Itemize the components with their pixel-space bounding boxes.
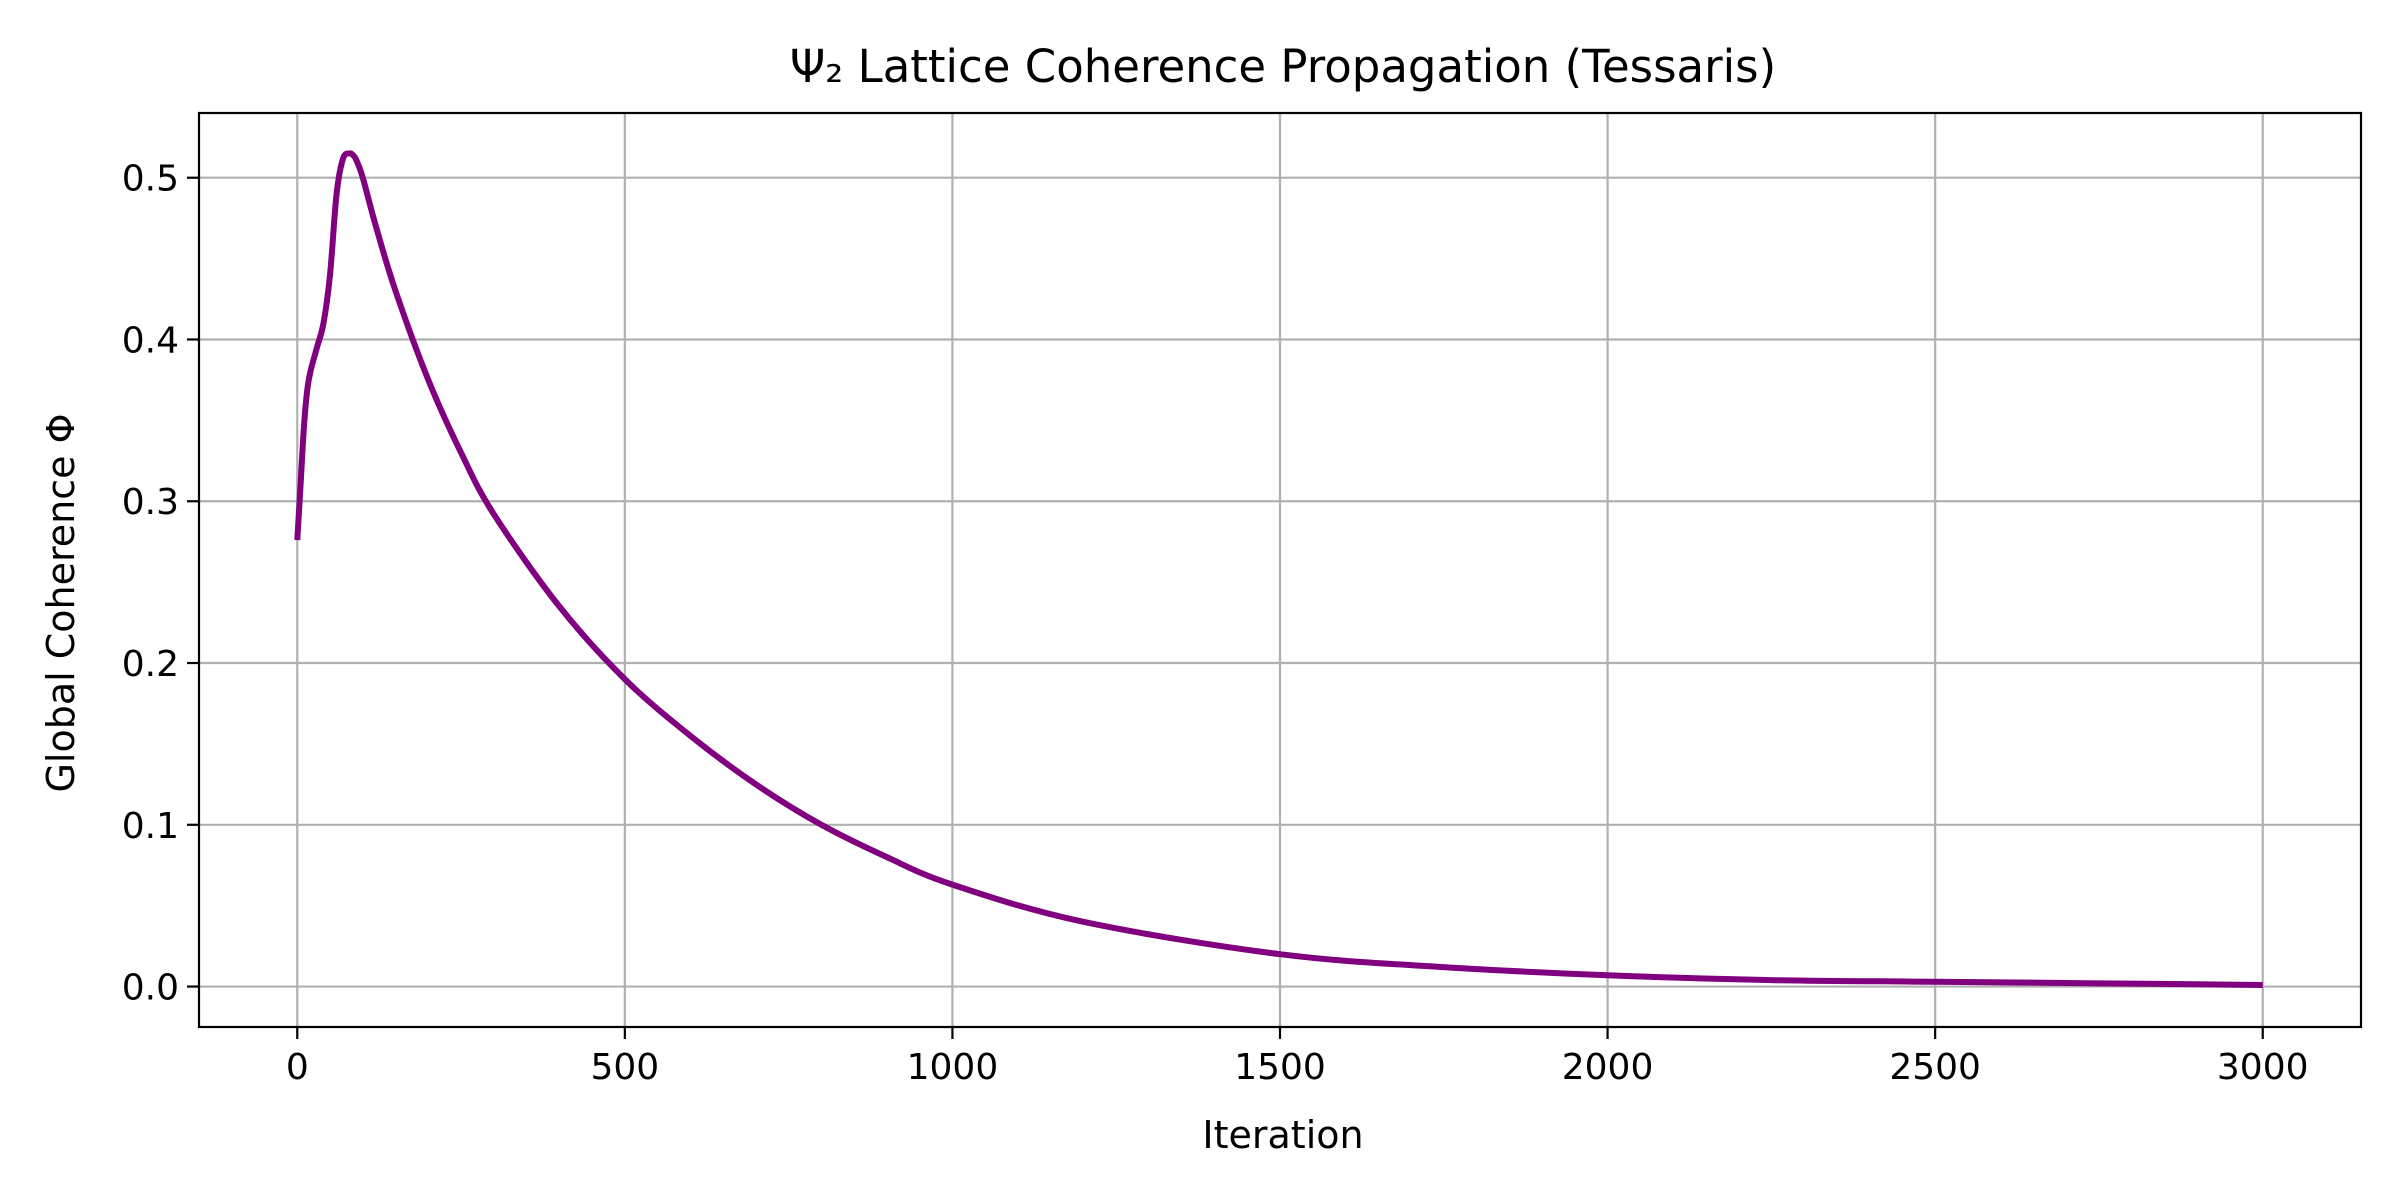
y-tick-label: 0.1 xyxy=(122,806,179,847)
y-tick-label: 0.4 xyxy=(122,320,179,361)
x-tick-label: 0 xyxy=(286,1047,309,1088)
x-tick-label: 2000 xyxy=(1562,1047,1654,1088)
grid xyxy=(199,113,2361,1027)
y-tick-label: 0.3 xyxy=(122,482,179,523)
y-tick-label: 0.2 xyxy=(122,644,179,685)
y-tick-label: 0.0 xyxy=(122,968,179,1009)
x-tick-label: 3000 xyxy=(2217,1047,2309,1088)
series-layer xyxy=(294,150,2263,988)
y-axis-label: Global Coherence Φ xyxy=(39,413,83,792)
y-tick-label: 0.5 xyxy=(122,159,179,200)
chart-title: Ψ₂ Lattice Coherence Propagation (Tessar… xyxy=(790,40,1776,93)
x-tick-label: 1000 xyxy=(907,1047,999,1088)
x-tick-label: 500 xyxy=(590,1047,659,1088)
x-axis-label: Iteration xyxy=(1202,1113,1363,1157)
series-line xyxy=(294,150,2263,988)
x-tick-label: 1500 xyxy=(1234,1047,1326,1088)
x-tick-label: 2500 xyxy=(1889,1047,1981,1088)
x-axis-ticks: 0 500 1000 1500 2000 2500 3000 xyxy=(286,1027,2309,1088)
y-axis-ticks: 0.0 0.1 0.2 0.3 0.4 0.5 xyxy=(122,159,199,1009)
